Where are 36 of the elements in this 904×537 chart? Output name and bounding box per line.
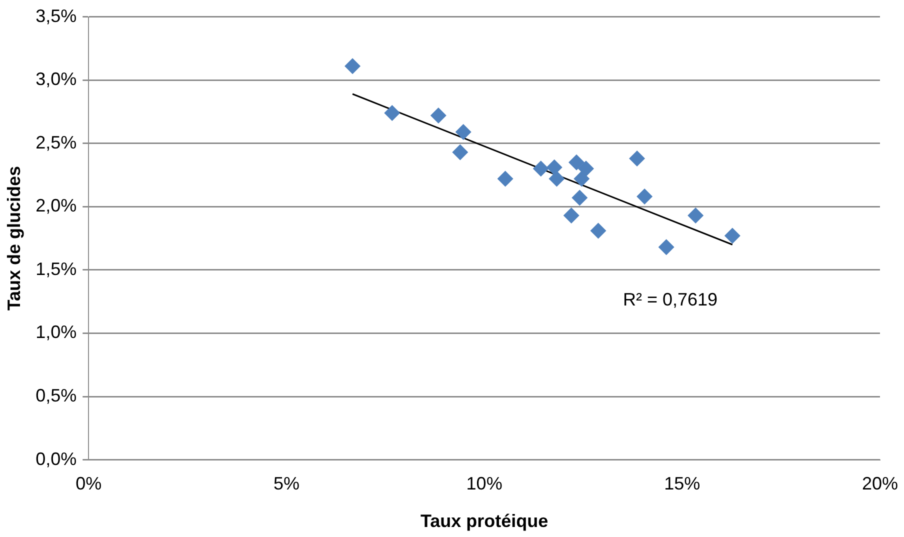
point xyxy=(563,208,580,224)
point xyxy=(532,160,549,177)
point xyxy=(455,124,472,140)
point xyxy=(497,170,514,187)
y-tick-label: 0,5% xyxy=(36,385,77,406)
point xyxy=(344,58,361,74)
point xyxy=(546,159,562,176)
y-tick-label: 2,0% xyxy=(36,196,77,216)
y-tick-label: 3,5% xyxy=(36,6,77,26)
point xyxy=(590,222,606,239)
point xyxy=(578,160,594,177)
point xyxy=(548,170,565,187)
y-tick-label: 0,0% xyxy=(36,448,77,469)
point xyxy=(430,108,446,124)
x-tick-label: 0% xyxy=(76,474,102,494)
point xyxy=(568,154,584,170)
annotation: R² = 0,7619 xyxy=(622,289,718,310)
point xyxy=(724,228,740,244)
point xyxy=(658,239,674,256)
y-tick-label: 1,5% xyxy=(36,258,77,279)
y-tick-label: 3,0% xyxy=(36,69,77,90)
y-tick-label: 2,5% xyxy=(36,132,77,152)
x-tick-label: 20% xyxy=(862,474,898,494)
x-tick-label: 10% xyxy=(466,474,502,494)
x-tick-label: 15% xyxy=(664,474,700,494)
point xyxy=(636,188,653,205)
point xyxy=(629,150,646,167)
point xyxy=(384,104,400,121)
y-tick-label: 1,0% xyxy=(36,322,77,342)
point xyxy=(688,208,704,224)
point xyxy=(572,190,588,206)
point xyxy=(452,144,468,160)
point xyxy=(574,170,590,187)
x-tick-label: 5% xyxy=(273,474,300,494)
x-axis-title: Taux protéique xyxy=(420,511,548,532)
y-axis-title: Taux de glucides xyxy=(4,166,24,311)
